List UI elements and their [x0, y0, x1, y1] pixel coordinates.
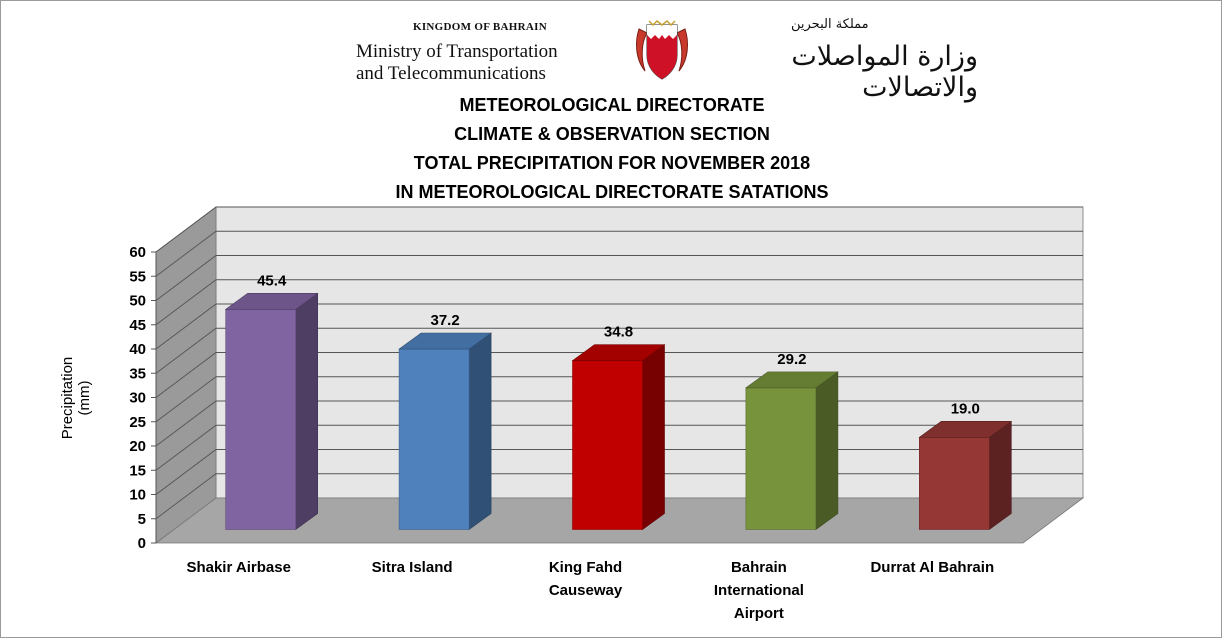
ministry-name: Ministry of Transportation and Telecommu… [356, 41, 626, 85]
y-tick-label: 5 [138, 511, 146, 528]
bar-front [745, 387, 817, 530]
chart-title-line-2: CLIMATE & OBSERVATION SECTION [454, 124, 770, 144]
bar [224, 292, 319, 531]
y-tick-label: 25 [129, 414, 146, 431]
data-label: 45.4 [257, 272, 287, 289]
gridline [155, 279, 1083, 326]
bar-top [224, 293, 319, 310]
y-tick-label: 50 [129, 293, 146, 310]
x-tick-label: Sitra Island [371, 559, 453, 576]
bar [744, 371, 839, 531]
gridline [155, 230, 1083, 277]
y-tick-label: 30 [129, 390, 146, 407]
bar-front [398, 348, 470, 530]
bar-front [572, 360, 643, 530]
bar-top [744, 371, 839, 389]
arabic-kingdom-label: مملكة البحرين [791, 17, 869, 32]
y-tick-label: 10 [129, 487, 146, 504]
y-tick-label: 55 [129, 268, 146, 285]
y-tick-label: 15 [129, 462, 146, 479]
chart-title-line-4: IN METEOROLOGICAL DIRECTORATE SATATIONS [395, 182, 829, 202]
bar-top [571, 344, 666, 362]
bar-side [642, 344, 665, 531]
gridline [155, 255, 1083, 301]
bar [571, 344, 666, 531]
y-axis-label: Precipitation (mm) [59, 356, 93, 440]
data-label: 37.2 [430, 312, 459, 329]
bar-top [398, 332, 493, 350]
bar-top [918, 421, 1013, 438]
data-label: 19.0 [951, 400, 980, 417]
gridline [155, 303, 1083, 350]
arabic-ministry-name: وزارة المواصلات والاتصالات [791, 41, 978, 103]
bar-side [988, 420, 1012, 531]
bar-side [468, 332, 492, 531]
bar-front [918, 437, 990, 530]
y-tick-label: 20 [129, 438, 146, 455]
kingdom-label: KINGDOM OF BAHRAIN [413, 21, 547, 33]
x-tick-label: Durrat Al Bahrain [870, 559, 995, 576]
x-tick-label: Bahrain International Airport [713, 559, 804, 622]
y-tick-label: 45 [129, 317, 146, 334]
bar-front [225, 309, 296, 530]
bahrain-emblem-icon [636, 19, 688, 80]
y-tick-label: 60 [129, 244, 146, 261]
x-tick-label: King Fahd Causeway [548, 559, 623, 599]
bar [918, 420, 1013, 531]
chart-title-line-3: TOTAL PRECIPITATION FOR NOVEMBER 2018 [413, 153, 811, 173]
ministry-line-2: and Telecommunications [356, 63, 546, 84]
chart-title-line-1: METEOROLOGICAL DIRECTORATE [459, 95, 765, 115]
gridline [155, 327, 1083, 374]
bar-side [815, 371, 839, 531]
y-tick-label: 35 [129, 365, 146, 382]
bar [398, 332, 493, 531]
data-label: 34.8 [604, 324, 633, 341]
x-tick-label: Shakir Airbase [186, 559, 291, 576]
ministry-line-1: Ministry of Transportation [356, 41, 558, 62]
bar-side [295, 292, 319, 531]
y-tick-label: 40 [129, 341, 146, 358]
data-label: 29.2 [777, 351, 806, 368]
y-tick-label: 0 [138, 535, 146, 552]
gridline [155, 206, 1083, 253]
gridline [155, 352, 1083, 398]
